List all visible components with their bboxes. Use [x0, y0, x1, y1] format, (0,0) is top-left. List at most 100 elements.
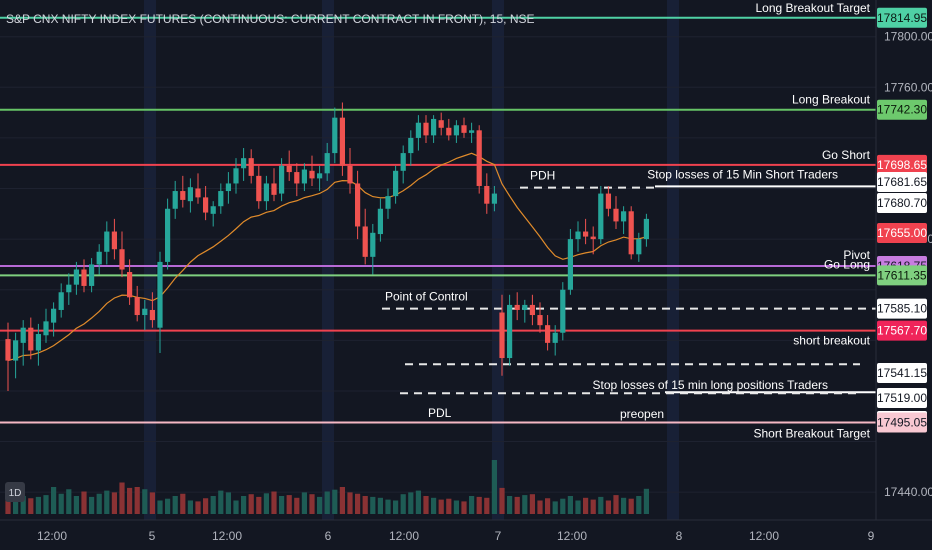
- candle[interactable]: [355, 170, 361, 240]
- candle[interactable]: [119, 231, 125, 278]
- volume-bar: [127, 487, 133, 514]
- candle[interactable]: [605, 185, 611, 217]
- candle[interactable]: [51, 302, 57, 337]
- candle[interactable]: [415, 115, 421, 151]
- candle[interactable]: [271, 168, 277, 202]
- candle[interactable]: [370, 223, 376, 275]
- candle[interactable]: [423, 115, 429, 143]
- candle[interactable]: [66, 273, 72, 305]
- candle-body: [233, 168, 239, 184]
- candle[interactable]: [134, 285, 140, 322]
- candle-body: [643, 218, 649, 240]
- candle[interactable]: [529, 294, 535, 326]
- candle[interactable]: [20, 320, 26, 366]
- candle[interactable]: [362, 208, 368, 265]
- candle[interactable]: [35, 323, 41, 366]
- candle[interactable]: [567, 229, 573, 295]
- candle[interactable]: [256, 165, 262, 209]
- session-separator: [492, 0, 504, 520]
- candle[interactable]: [104, 221, 110, 265]
- candle[interactable]: [165, 198, 171, 270]
- candle[interactable]: [476, 125, 482, 194]
- candle[interactable]: [560, 282, 566, 341]
- candle[interactable]: [621, 206, 627, 235]
- candle[interactable]: [575, 221, 581, 252]
- candle[interactable]: [149, 292, 155, 328]
- candle[interactable]: [469, 122, 475, 143]
- candle[interactable]: [537, 302, 543, 333]
- interval-badge[interactable]: 1D: [5, 482, 25, 502]
- candle[interactable]: [499, 294, 505, 376]
- candle[interactable]: [248, 149, 254, 184]
- candle[interactable]: [507, 294, 513, 366]
- candle[interactable]: [241, 148, 247, 181]
- candle[interactable]: [438, 112, 444, 136]
- candle[interactable]: [233, 158, 239, 194]
- candle[interactable]: [431, 115, 437, 143]
- candle[interactable]: [195, 173, 201, 204]
- volume-bar: [370, 496, 376, 514]
- candle[interactable]: [408, 130, 414, 166]
- candle[interactable]: [43, 308, 49, 343]
- candle[interactable]: [522, 299, 528, 323]
- volume-bar: [225, 492, 231, 514]
- volume-bar: [203, 498, 209, 514]
- candle[interactable]: [58, 283, 64, 318]
- candle[interactable]: [157, 251, 163, 353]
- candle[interactable]: [301, 163, 307, 192]
- candle[interactable]: [28, 317, 34, 360]
- interval-badge-bg: [5, 482, 25, 502]
- candle[interactable]: [590, 226, 596, 255]
- candle[interactable]: [218, 183, 224, 214]
- candle[interactable]: [446, 118, 452, 141]
- volume-bar: [241, 496, 247, 514]
- candle[interactable]: [453, 120, 459, 143]
- candle[interactable]: [81, 259, 87, 293]
- candle[interactable]: [309, 155, 315, 186]
- candle[interactable]: [210, 201, 216, 227]
- candle[interactable]: [491, 185, 497, 212]
- candle[interactable]: [514, 292, 520, 321]
- candle[interactable]: [142, 299, 148, 331]
- candle[interactable]: [583, 218, 589, 245]
- candle-body: [301, 169, 307, 184]
- candle[interactable]: [13, 332, 19, 379]
- candle[interactable]: [203, 185, 209, 221]
- candle[interactable]: [294, 163, 300, 197]
- volume-bar: [324, 491, 330, 514]
- candle[interactable]: [385, 188, 391, 219]
- candle[interactable]: [187, 178, 193, 213]
- candle[interactable]: [324, 142, 330, 181]
- candle[interactable]: [400, 145, 406, 184]
- candle[interactable]: [598, 185, 604, 245]
- candle[interactable]: [317, 165, 323, 192]
- candle[interactable]: [89, 258, 95, 293]
- candle[interactable]: [172, 180, 178, 219]
- candle[interactable]: [339, 102, 345, 176]
- candle-body: [621, 211, 627, 222]
- candle[interactable]: [286, 150, 292, 181]
- candle[interactable]: [461, 117, 467, 138]
- candle[interactable]: [73, 261, 79, 295]
- candle[interactable]: [332, 107, 338, 164]
- candle[interactable]: [393, 165, 399, 204]
- candle[interactable]: [613, 196, 619, 230]
- candle[interactable]: [643, 213, 649, 247]
- candle[interactable]: [263, 175, 269, 211]
- candle[interactable]: [5, 322, 11, 391]
- candle[interactable]: [96, 244, 102, 275]
- candle[interactable]: [111, 218, 117, 260]
- candle[interactable]: [545, 315, 551, 351]
- candle[interactable]: [180, 175, 186, 208]
- candle[interactable]: [552, 325, 558, 356]
- candle[interactable]: [127, 259, 133, 305]
- candle[interactable]: [628, 206, 634, 260]
- candle[interactable]: [347, 148, 353, 194]
- candle[interactable]: [225, 172, 231, 204]
- candle[interactable]: [279, 158, 285, 202]
- candle[interactable]: [636, 232, 642, 262]
- candle[interactable]: [484, 173, 490, 214]
- candle[interactable]: [377, 198, 383, 242]
